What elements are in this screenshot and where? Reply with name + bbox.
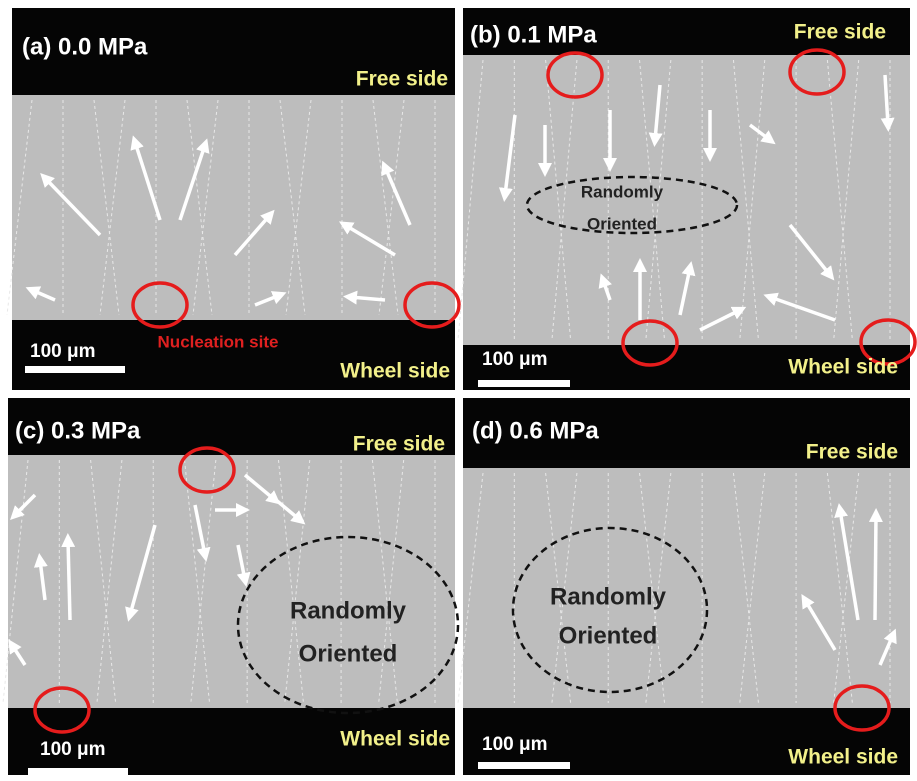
panel-label: (d) 0.6 MPa — [472, 417, 599, 444]
annotation: Randomly — [290, 597, 407, 624]
scale-label: 100 μm — [40, 739, 106, 760]
free-side-label: Free side — [794, 21, 886, 44]
specimen-cross-section — [463, 468, 910, 708]
free-side-label: Free side — [353, 433, 445, 456]
free-side-label: Free side — [806, 441, 898, 464]
wheel-side-label: Wheel side — [340, 360, 450, 383]
annotation: Oriented — [559, 622, 658, 649]
annotation: Oriented — [587, 214, 657, 233]
annotation: Randomly — [550, 583, 667, 610]
scale-label: 100 μm — [482, 349, 548, 370]
growth-arrow — [68, 540, 70, 620]
panel-label: (c) 0.3 MPa — [15, 417, 141, 444]
growth-arrow — [875, 515, 876, 620]
scale-bar — [28, 768, 128, 775]
scale-label: 100 μm — [482, 734, 548, 755]
panel-label: (a) 0.0 MPa — [22, 33, 148, 60]
panel-label: (b) 0.1 MPa — [470, 21, 597, 48]
wheel-side-label: Wheel side — [788, 356, 898, 379]
scale-bar — [25, 366, 125, 373]
figure: (a) 0.0 MPa Free side Wheel side 100 μm Nucl… — [0, 0, 917, 781]
annotation: Oriented — [299, 640, 398, 667]
annotation: Randomly — [581, 182, 664, 201]
annotation: Nucleation site — [158, 332, 279, 351]
scale-bar — [478, 762, 570, 769]
wheel-side-label: Wheel side — [340, 728, 450, 751]
scale-label: 100 μm — [30, 341, 96, 362]
wheel-side-label: Wheel side — [788, 746, 898, 769]
specimen-cross-section — [12, 95, 455, 320]
scale-bar — [478, 380, 570, 387]
free-side-label: Free side — [356, 68, 448, 91]
specimen-cross-section — [8, 455, 455, 708]
